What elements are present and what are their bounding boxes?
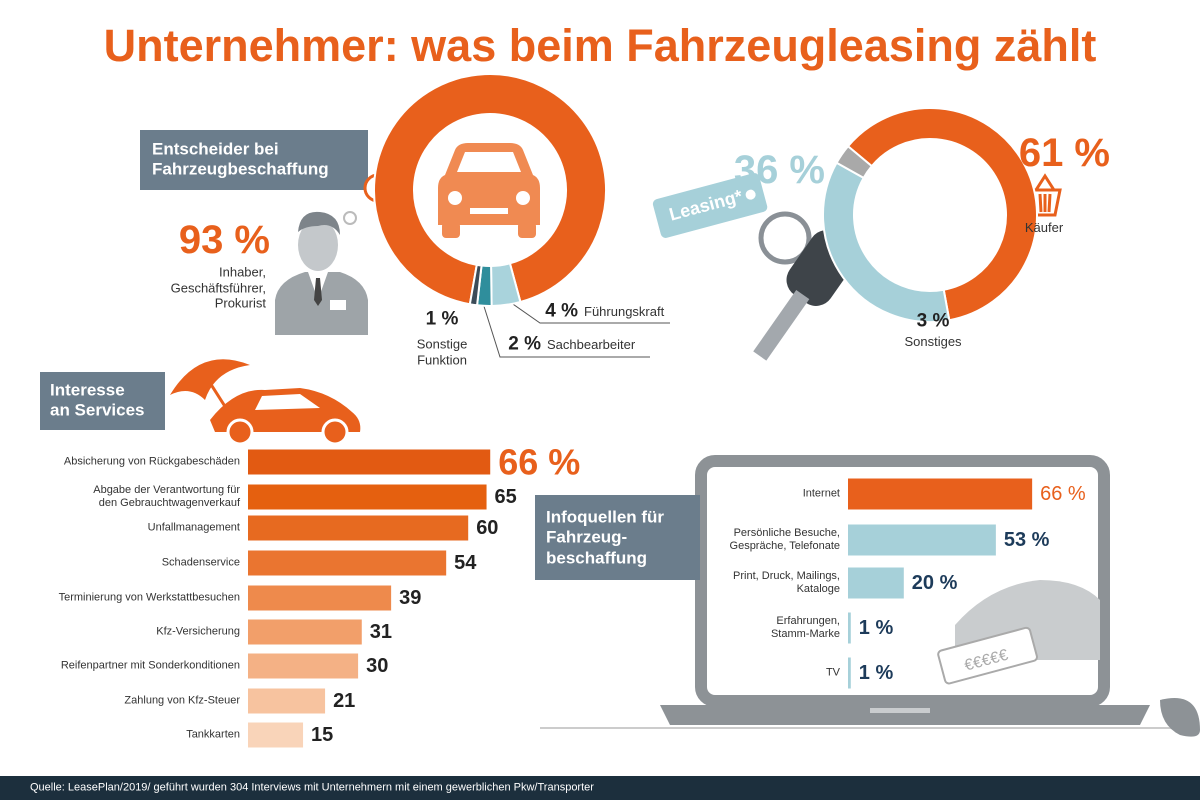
- value-label: 65: [494, 486, 517, 508]
- bar: [248, 449, 491, 475]
- bar: [848, 612, 851, 644]
- category-label: Zahlung von Kfz-Steuer: [124, 694, 240, 707]
- bar: [248, 515, 469, 541]
- value-label: 36 %: [733, 148, 825, 192]
- bubble: [343, 211, 357, 225]
- category-label: Absicherung von Rückgabeschäden: [63, 455, 240, 468]
- value-label: 66 %: [498, 441, 581, 483]
- value-label: 2 %: [508, 333, 541, 355]
- category-label: Unfallmanagement: [147, 521, 240, 534]
- value-label: 20 %: [911, 572, 958, 594]
- category-label: TV: [825, 666, 840, 679]
- value-label: 31: [369, 621, 393, 643]
- bar: [248, 550, 447, 576]
- value-label: 1 %: [858, 662, 894, 684]
- category-label: Internet: [802, 487, 840, 500]
- bar: [848, 478, 1033, 510]
- category-label: Persönliche Besuche, Gespräche, Telefona…: [729, 526, 840, 552]
- value-label: 1 %: [858, 617, 894, 639]
- value-label: 53 %: [1003, 529, 1050, 551]
- category-label: Inhaber, Geschäftsführer, Prokurist: [170, 264, 266, 311]
- category-label: Führungskraft: [584, 304, 665, 320]
- value-label: 54: [454, 552, 477, 574]
- person-icon: [275, 211, 368, 335]
- bar: [248, 688, 326, 714]
- category-label: Sonstige Funktion: [416, 336, 468, 367]
- car-icon: [438, 143, 540, 238]
- bar: [848, 657, 851, 689]
- bar: [248, 585, 392, 611]
- value-label: 93 %: [178, 218, 270, 262]
- value-label: 39: [399, 587, 422, 609]
- category-label: Sachbearbeiter: [547, 337, 636, 353]
- box: [140, 130, 368, 190]
- bar: [248, 722, 304, 748]
- bar: [848, 567, 904, 599]
- value-label: 15: [311, 724, 334, 746]
- footer-bar: [0, 776, 1200, 800]
- chart-title: Infoquellen für Fahrzeug- beschaffung: [546, 507, 665, 568]
- category-label: Terminierung von Werkstattbesuchen: [58, 591, 240, 604]
- value-label: 4 %: [545, 300, 578, 322]
- box: [40, 372, 165, 430]
- category-label: Abgabe der Verantwortung für den Gebrauc…: [93, 483, 240, 509]
- category-label: Kfz-Versicherung: [156, 625, 240, 638]
- bar: [848, 524, 996, 556]
- value-label: 3 %: [916, 310, 950, 332]
- category-label: Tankkarten: [186, 728, 240, 741]
- category-label: Print, Druck, Mailings, Kataloge: [733, 569, 840, 595]
- page-title: Unternehmer: was beim Fahrzeugleasing zä…: [103, 20, 1097, 71]
- donut-segment: [373, 73, 607, 306]
- umbrella-car-icon: [170, 359, 361, 446]
- bar: [248, 484, 487, 510]
- value-label: 1 %: [425, 308, 459, 330]
- category-label: Reifenpartner mit Sonderkonditionen: [60, 659, 240, 672]
- bar: [248, 653, 359, 679]
- donut-segment: [822, 161, 951, 323]
- source: Quelle: LeasePlan/2019/ geführt wurden 3…: [30, 781, 594, 794]
- value-label: 30: [366, 655, 389, 677]
- value-label: 66 %: [1040, 483, 1086, 505]
- category-label: Erfahrungen, Stamm-Marke: [770, 614, 840, 640]
- value-label: 60: [476, 517, 499, 539]
- category-label: Käufer: [1024, 220, 1064, 236]
- category-label: Sonstiges: [904, 334, 962, 350]
- category-label: Schadenservice: [161, 556, 240, 569]
- chart-title: Entscheider bei Fahrzeugbeschaffung: [152, 139, 329, 179]
- value-label: 61 %: [1018, 131, 1110, 175]
- value-label: 21: [333, 690, 356, 712]
- donut-segment: [468, 263, 483, 307]
- donut-segment: [835, 144, 874, 180]
- bar: [248, 619, 362, 645]
- donut-segment: [846, 107, 1038, 322]
- chart-title: Interesse an Services: [50, 380, 145, 420]
